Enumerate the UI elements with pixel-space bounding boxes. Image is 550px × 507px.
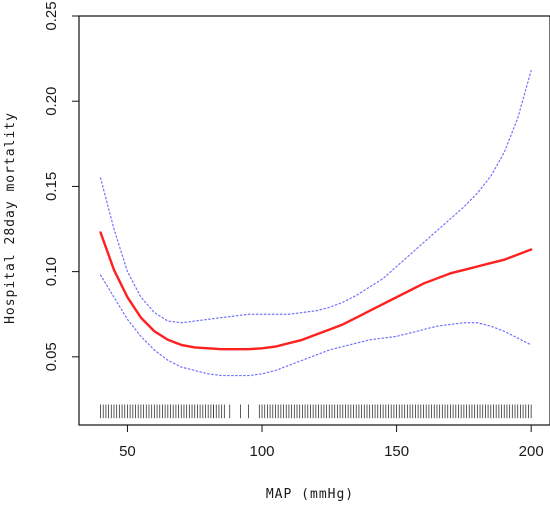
y-tick-label: 0.15	[43, 172, 60, 201]
x-axis-title: MAP (mmHg)	[266, 487, 354, 502]
y-tick-label: 0.25	[43, 1, 60, 30]
y-axis-title: Hospital 28day mortality	[3, 112, 18, 324]
x-tick-label: 150	[384, 443, 409, 460]
plot-border	[78, 15, 550, 426]
upper-ci-line	[99, 69, 532, 324]
rug-marks	[100, 404, 532, 419]
estimate-line	[99, 231, 533, 351]
plot-frame	[78, 15, 550, 426]
y-tick-label: 0.10	[43, 257, 60, 286]
series-group	[99, 69, 533, 377]
y-tick-label: 0.20	[43, 87, 60, 116]
y-axis: 0.05 0.10 0.15 0.20 0.25	[43, 1, 79, 371]
x-tick-label: 100	[250, 443, 275, 460]
x-axis: 50 100 150 200	[119, 425, 544, 460]
lower-ci-line	[99, 274, 532, 377]
x-tick-label: 50	[119, 443, 136, 460]
x-tick-label: 200	[519, 443, 544, 460]
y-tick-label: 0.05	[43, 342, 60, 371]
